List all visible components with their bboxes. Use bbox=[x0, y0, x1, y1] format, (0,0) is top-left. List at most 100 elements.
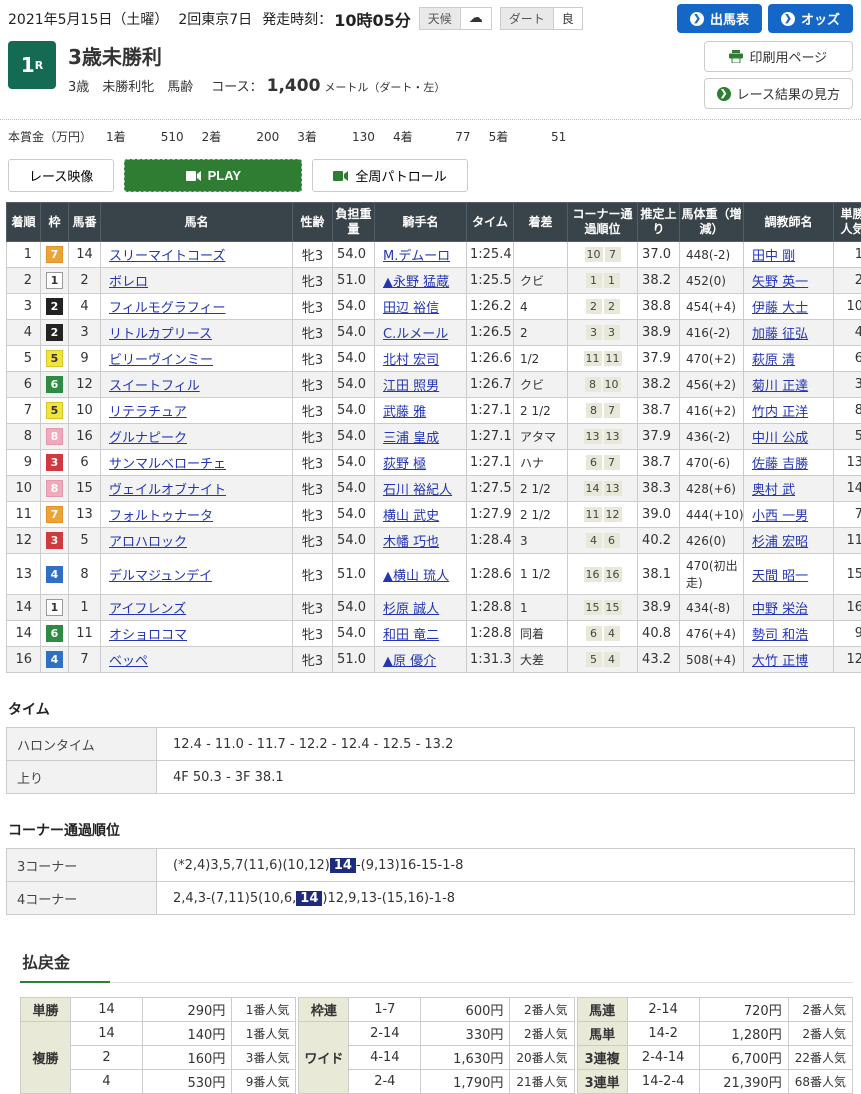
horse-link[interactable]: リトルカプリース bbox=[109, 327, 212, 342]
cell-win-favorite: 4 bbox=[834, 320, 861, 346]
cell-margin: 1/2 bbox=[514, 346, 568, 372]
cell-finish-position: 16 bbox=[7, 647, 41, 673]
jockey-link[interactable]: 三浦 皇成 bbox=[383, 431, 439, 446]
cell-time: 1:26.6 bbox=[467, 346, 514, 372]
results-column-header: 着差 bbox=[514, 203, 568, 242]
payout-favorite-rank: 2番人気 bbox=[788, 1022, 852, 1046]
cell-weight-carried: 54.0 bbox=[333, 502, 375, 528]
payout-combination: 2-14 bbox=[627, 998, 699, 1022]
trainer-link[interactable]: 中野 栄治 bbox=[752, 602, 808, 617]
payout-favorite-rank: 2番人気 bbox=[510, 1022, 574, 1046]
jockey-link[interactable]: 江田 照男 bbox=[383, 379, 439, 394]
payout-favorite-rank: 2番人気 bbox=[788, 998, 852, 1022]
cell-margin: 3 bbox=[514, 528, 568, 554]
trainer-link[interactable]: 竹内 正洋 bbox=[752, 405, 808, 420]
cell-last-3f: 38.3 bbox=[638, 476, 680, 502]
cell-frame: 3 bbox=[41, 450, 69, 476]
horse-link[interactable]: グルナピーク bbox=[109, 431, 187, 446]
horse-link[interactable]: デルマジュンデイ bbox=[109, 569, 212, 584]
payout-combination: 14 bbox=[71, 1022, 143, 1046]
jockey-link[interactable]: 杉原 誠人 bbox=[383, 602, 439, 617]
horse-link[interactable]: サンマルベローチェ bbox=[109, 457, 226, 472]
horse-link[interactable]: アイフレンズ bbox=[109, 602, 186, 617]
results-guide-button[interactable]: ❯ レース結果の見方 bbox=[704, 78, 853, 109]
trainer-link[interactable]: 中川 公成 bbox=[752, 431, 808, 446]
results-column-header: 単勝人気 bbox=[834, 203, 861, 242]
horse-link[interactable]: ベッペ bbox=[109, 654, 148, 669]
jockey-link[interactable]: ▲永野 猛蔵 bbox=[383, 275, 449, 290]
result-row: 9 3 6 サンマルベローチェ 牝3 54.0 荻野 極 1:27.1 ハナ 6… bbox=[7, 450, 861, 476]
result-row: 4 2 3 リトルカプリース 牝3 54.0 C.ルメール 1:26.5 2 3… bbox=[7, 320, 861, 346]
jockey-link[interactable]: 武藤 雅 bbox=[383, 405, 426, 420]
results-guide-label: レース結果の見方 bbox=[737, 84, 840, 103]
horse-link[interactable]: スリーマイトコーズ bbox=[109, 249, 225, 264]
horse-link[interactable]: アロハロック bbox=[109, 535, 187, 550]
trainer-link[interactable]: 加藤 征弘 bbox=[752, 327, 808, 342]
jockey-link[interactable]: C.ルメール bbox=[383, 327, 448, 342]
cell-margin bbox=[514, 242, 568, 268]
trainer-link[interactable]: 天間 昭一 bbox=[752, 569, 808, 584]
race-video-button[interactable]: レース映像 bbox=[8, 159, 114, 192]
jockey-link[interactable]: 和田 竜二 bbox=[383, 628, 439, 643]
trainer-link[interactable]: 小西 一男 bbox=[752, 509, 808, 524]
jockey-link[interactable]: 田辺 裕信 bbox=[383, 301, 439, 316]
payout-combination: 14 bbox=[71, 998, 143, 1022]
trainer-link[interactable]: 伊藤 大士 bbox=[752, 301, 808, 316]
jockey-link[interactable]: 横山 武史 bbox=[383, 509, 439, 524]
frame-badge: 2 bbox=[46, 298, 63, 315]
race-number-suffix: R bbox=[35, 59, 43, 72]
jockey-link[interactable]: 荻野 極 bbox=[383, 457, 426, 472]
payout-amount: 1,280円 bbox=[699, 1022, 788, 1046]
trainer-link[interactable]: 佐藤 吉勝 bbox=[752, 457, 808, 472]
payout-amount: 1,790円 bbox=[421, 1070, 510, 1094]
jockey-link[interactable]: 北村 宏司 bbox=[383, 353, 439, 368]
cell-sex-age: 牝3 bbox=[293, 554, 333, 595]
prize-amount: 510 bbox=[132, 130, 184, 144]
odds-button[interactable]: ❯ オッズ bbox=[768, 4, 853, 33]
trainer-link[interactable]: 矢野 英一 bbox=[752, 275, 808, 290]
cell-horse-number: 13 bbox=[69, 502, 101, 528]
trainer-link[interactable]: 大竹 正博 bbox=[752, 654, 808, 669]
trainer-link[interactable]: 菊川 正達 bbox=[752, 379, 808, 394]
horse-link[interactable]: ヴェイルオブナイト bbox=[109, 483, 226, 498]
jockey-link[interactable]: 木幡 巧也 bbox=[383, 535, 439, 550]
cell-win-favorite: 14 bbox=[834, 476, 861, 502]
horse-link[interactable]: フォルトゥナータ bbox=[109, 509, 213, 524]
patrol-video-button[interactable]: 全周パトロール bbox=[312, 159, 467, 192]
cell-finish-position: 7 bbox=[7, 398, 41, 424]
jockey-link[interactable]: 石川 裕紀人 bbox=[383, 483, 452, 498]
cell-jockey: 江田 照男 bbox=[375, 372, 467, 398]
cell-sex-age: 牝3 bbox=[293, 502, 333, 528]
trainer-link[interactable]: 杉浦 宏昭 bbox=[752, 535, 808, 550]
entries-button[interactable]: ❯ 出馬表 bbox=[677, 4, 762, 33]
corner4-badge: 12 bbox=[604, 507, 622, 522]
horse-link[interactable]: オショロコマ bbox=[109, 628, 187, 643]
results-column-header: 馬名 bbox=[101, 203, 293, 242]
jockey-link[interactable]: ▲横山 琉人 bbox=[383, 569, 449, 584]
bet-type-label: 3連単 bbox=[577, 1070, 627, 1094]
play-button[interactable]: PLAY bbox=[124, 159, 302, 192]
cell-horse-number: 1 bbox=[69, 595, 101, 621]
trainer-link[interactable]: 奥村 武 bbox=[752, 483, 795, 498]
payout-amount: 330円 bbox=[421, 1022, 510, 1046]
jockey-link[interactable]: ▲原 優介 bbox=[383, 654, 436, 669]
trainer-link[interactable]: 田中 剛 bbox=[752, 249, 795, 264]
result-row: 10 8 15 ヴェイルオブナイト 牝3 54.0 石川 裕紀人 1:27.5 … bbox=[7, 476, 861, 502]
horse-link[interactable]: ビリーヴインミー bbox=[109, 353, 213, 368]
jockey-link[interactable]: M.デムーロ bbox=[383, 249, 450, 264]
cell-horse-number: 16 bbox=[69, 424, 101, 450]
cell-horse-name: オショロコマ bbox=[101, 621, 293, 647]
horse-link[interactable]: ボレロ bbox=[109, 275, 148, 290]
print-page-button[interactable]: 印刷用ページ bbox=[704, 41, 853, 72]
horse-link[interactable]: リテラチュア bbox=[109, 405, 187, 420]
video-buttons-row: レース映像 PLAY 全周パトロール bbox=[8, 159, 853, 192]
cell-jockey: 木幡 巧也 bbox=[375, 528, 467, 554]
horse-link[interactable]: スイートフィル bbox=[109, 379, 200, 394]
trainer-link[interactable]: 勢司 和浩 bbox=[752, 628, 808, 643]
trainer-link[interactable]: 萩原 清 bbox=[752, 353, 795, 368]
horse-link[interactable]: フィルモグラフィー bbox=[109, 301, 225, 316]
cell-horse-name: デルマジュンデイ bbox=[101, 554, 293, 595]
time-row-value: 12.4 - 11.0 - 11.7 - 12.2 - 12.4 - 12.5 … bbox=[157, 728, 855, 761]
